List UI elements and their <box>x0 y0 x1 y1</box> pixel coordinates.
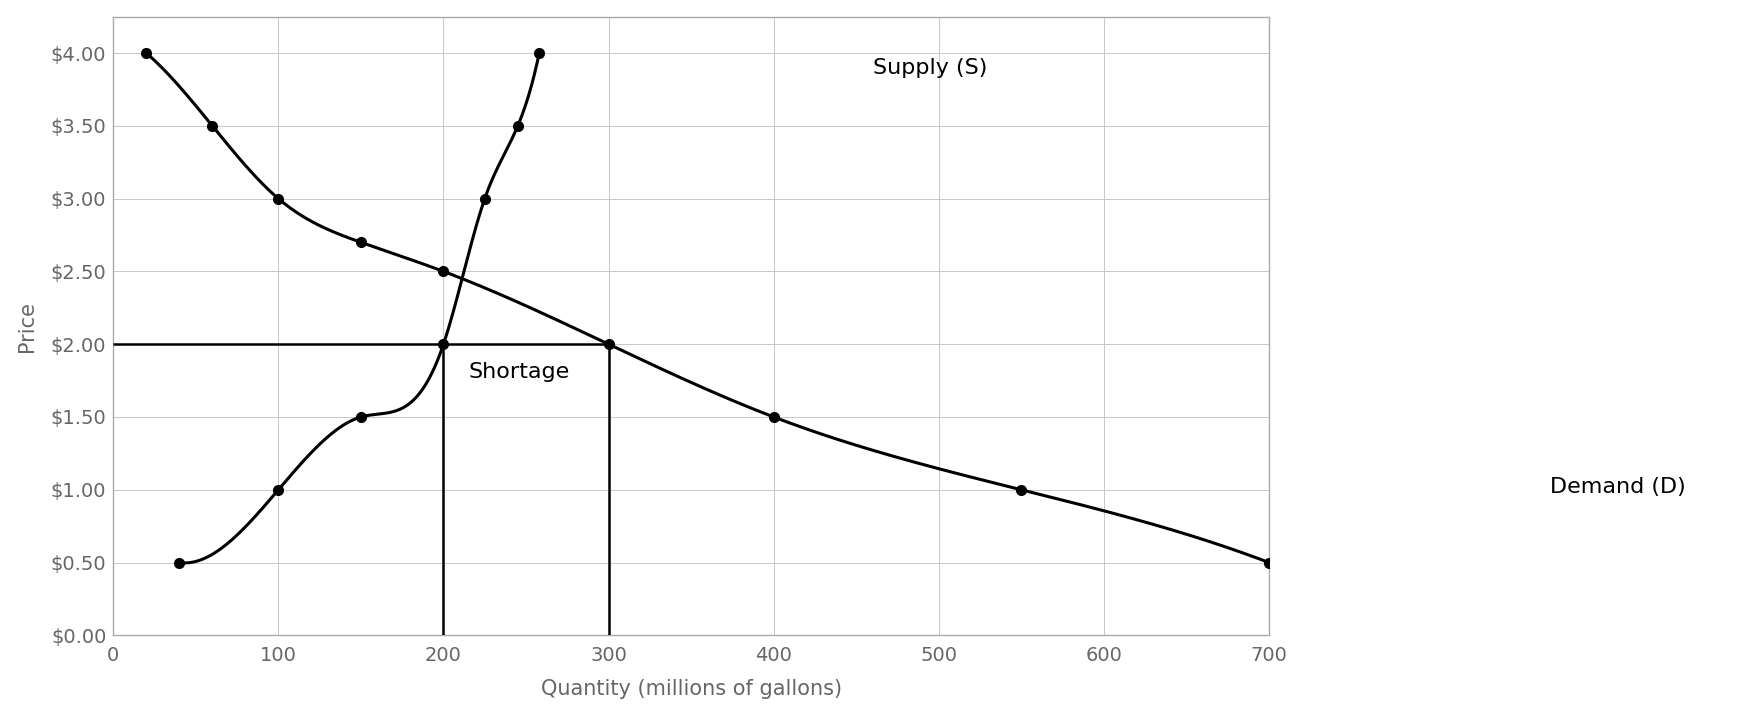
Text: Shortage: Shortage <box>468 362 569 382</box>
Y-axis label: Price: Price <box>18 301 37 352</box>
Text: Supply (S): Supply (S) <box>872 57 988 77</box>
X-axis label: Quantity (millions of gallons): Quantity (millions of gallons) <box>541 679 842 700</box>
Text: Demand (D): Demand (D) <box>1550 477 1686 497</box>
